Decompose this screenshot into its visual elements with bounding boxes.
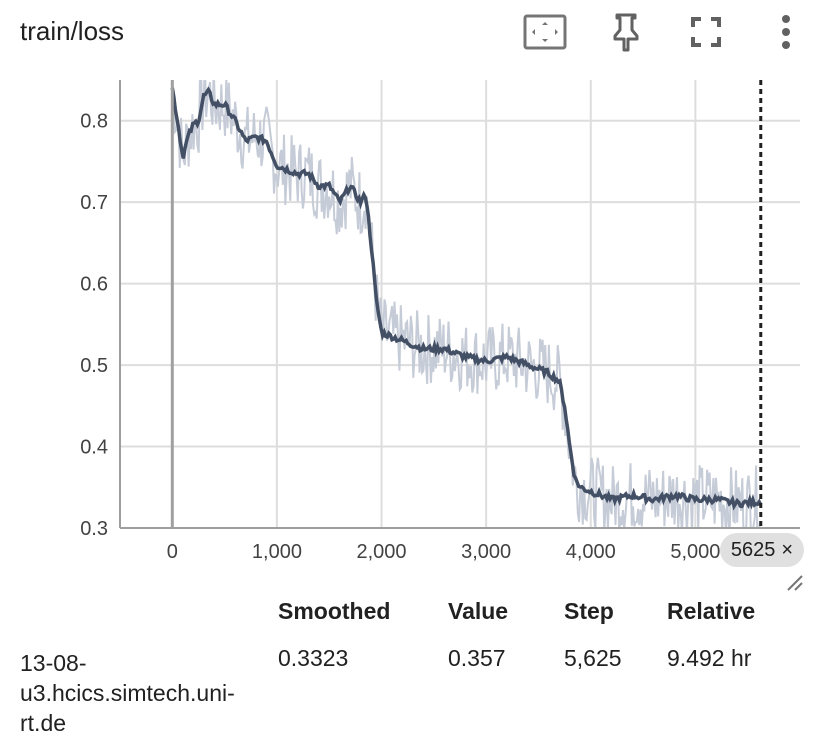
y-tick-label: 0.8 [80, 111, 108, 133]
y-tick-label: 0.6 [80, 274, 108, 296]
fit-domain-icon [523, 14, 567, 50]
header-relative: Relative [667, 598, 756, 624]
fit-domain-button[interactable] [523, 12, 567, 52]
y-tick-label: 0.4 [80, 437, 108, 459]
step-chip-label: 5625 [730, 538, 776, 561]
loss-chart[interactable]: 0.3 0.4 0.5 0.6 0.7 0.8 0 1,000 2,000 3,000 4,000 5… [0, 70, 832, 570]
x-tick-label: 0 [167, 541, 178, 563]
x-tick-label: 3,000 [461, 541, 511, 563]
chart-axes: 0.3 0.4 0.5 0.6 0.7 0.8 0 1,000 2,000 3,000 4,000 5… [80, 80, 800, 563]
smoothed-series [170, 86, 763, 511]
pin-icon [613, 13, 639, 52]
chart-grid [120, 80, 800, 529]
run-name: 13-08- u3.hcics.simtech.uni- rt.de [0, 648, 264, 748]
step-chip[interactable]: 5625 × [720, 533, 804, 567]
y-tick-label: 0.7 [80, 192, 108, 214]
value-value: 0.357 [448, 645, 506, 671]
y-tick-label: 0.3 [80, 518, 108, 540]
fullscreen-button[interactable] [684, 12, 728, 52]
run-name-line: 13-08- [20, 650, 87, 676]
resize-handle-icon[interactable] [784, 572, 804, 592]
more-options-button[interactable] [764, 12, 808, 52]
smoothed-series-line [170, 86, 763, 511]
x-tick-label: 4,000 [566, 541, 616, 563]
x-tick-label: 1,000 [252, 541, 302, 563]
value-step: 5,625 [564, 645, 622, 671]
value-relative: 9.492 hr [667, 645, 752, 671]
run-name-line: u3.hcics.simtech.uni- [20, 680, 235, 706]
more-vert-icon [782, 15, 790, 49]
run-name-line: rt.de [20, 710, 67, 736]
x-tick-label: 2,000 [357, 541, 407, 563]
x-tick-label: 5,000 [670, 541, 720, 563]
chart-title: train/loss [20, 16, 125, 46]
header-value: Value [448, 598, 509, 624]
step-chip-close-icon[interactable]: × [781, 538, 794, 561]
value-smoothed: 0.3323 [278, 645, 349, 671]
fullscreen-icon [691, 17, 721, 47]
header-smoothed: Smoothed [278, 598, 391, 624]
y-tick-label: 0.5 [80, 355, 108, 377]
header-step: Step [564, 598, 614, 624]
pin-button[interactable] [604, 12, 648, 52]
